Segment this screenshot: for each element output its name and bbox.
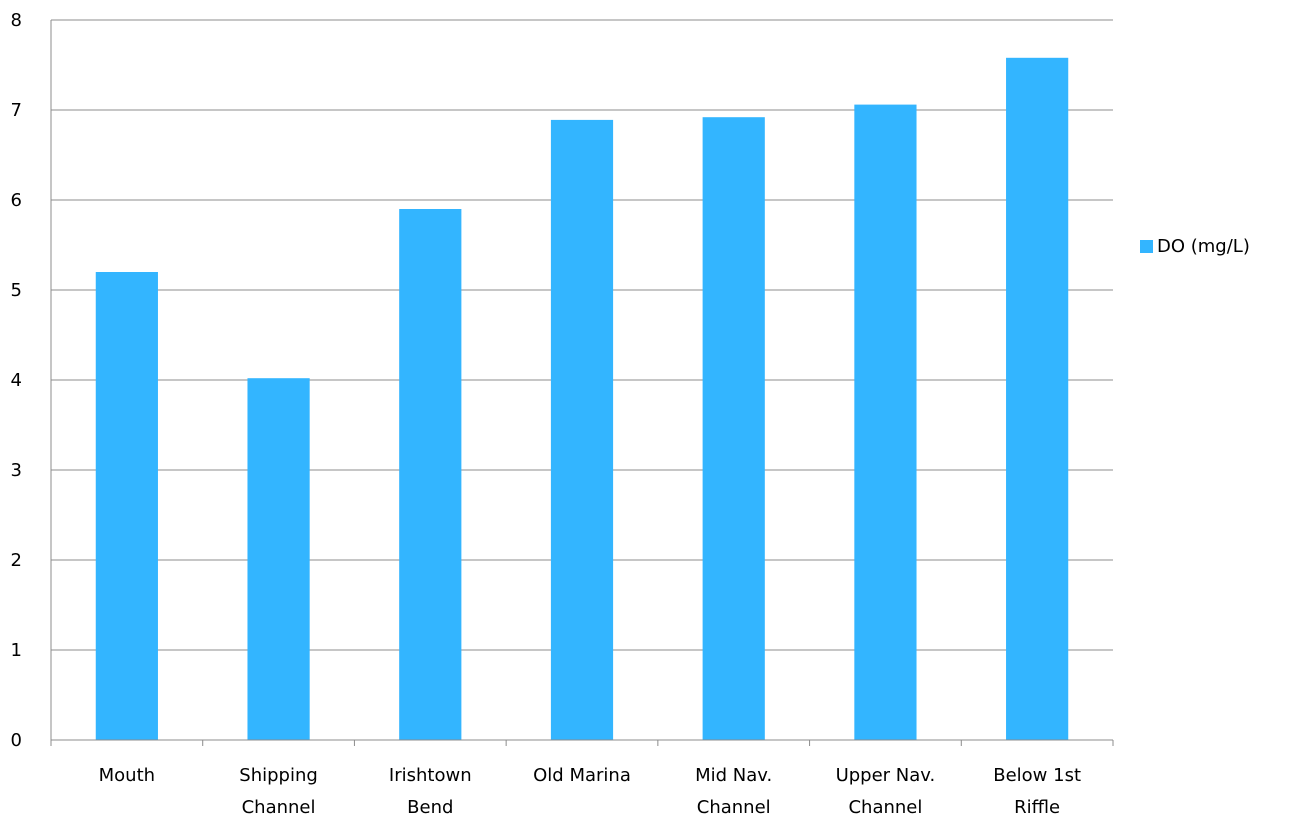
x-tick-labels: Mouth Shipping Channel Irishtown Bend Old Mar… <box>99 765 1081 818</box>
bars <box>95 57 1069 741</box>
x-tick-label-line: Mouth <box>99 765 155 786</box>
bar <box>854 104 917 741</box>
bar <box>399 209 462 740</box>
x-tick-label-line: Old Marina <box>533 765 631 786</box>
x-tick-label-line: Bend <box>407 797 453 818</box>
bar <box>247 378 310 740</box>
x-tick-label: Old Marina <box>533 765 631 786</box>
x-tick-label-line: Irishtown <box>389 765 472 786</box>
bar <box>95 272 158 740</box>
bar <box>1006 57 1069 741</box>
y-tick-label: 8 <box>11 10 22 31</box>
bar <box>702 117 765 740</box>
x-tick-label: Below 1st Riffle <box>993 765 1081 818</box>
bar <box>550 119 614 740</box>
x-tick-label-line: Below 1st <box>993 765 1081 786</box>
x-tick-label-line: Riffle <box>1014 797 1060 818</box>
legend-swatch <box>1140 240 1153 253</box>
y-tick-label: 3 <box>11 460 22 481</box>
x-tick-label-line: Channel <box>848 797 922 818</box>
x-tick-label: Upper Nav. Channel <box>836 765 936 818</box>
x-tick-label: Irishtown Bend <box>389 765 472 818</box>
x-tick-label-line: Channel <box>242 797 316 818</box>
x-tick-label: Mid Nav. Channel <box>695 765 772 818</box>
legend: DO (mg/L) <box>1140 236 1250 257</box>
y-tick-label: 4 <box>11 370 22 391</box>
y-tick-label: 7 <box>11 100 22 121</box>
y-tick-label: 0 <box>11 730 22 751</box>
x-tick-label-line: Mid Nav. <box>695 765 772 786</box>
y-tick-label: 2 <box>11 550 22 571</box>
x-tick-label: Shipping Channel <box>239 765 318 818</box>
x-tick-label-line: Channel <box>697 797 771 818</box>
y-tick-label: 1 <box>11 640 22 661</box>
y-tick-labels: 0 1 2 3 4 5 6 7 8 <box>11 10 22 751</box>
y-tick-label: 5 <box>11 280 22 301</box>
y-tick-label: 6 <box>11 190 22 211</box>
x-tick-label-line: Shipping <box>239 765 318 786</box>
x-tick-label-line: Upper Nav. <box>836 765 936 786</box>
x-tick-label: Mouth <box>99 765 155 786</box>
axes <box>50 20 1114 746</box>
legend-label: DO (mg/L) <box>1157 236 1250 257</box>
